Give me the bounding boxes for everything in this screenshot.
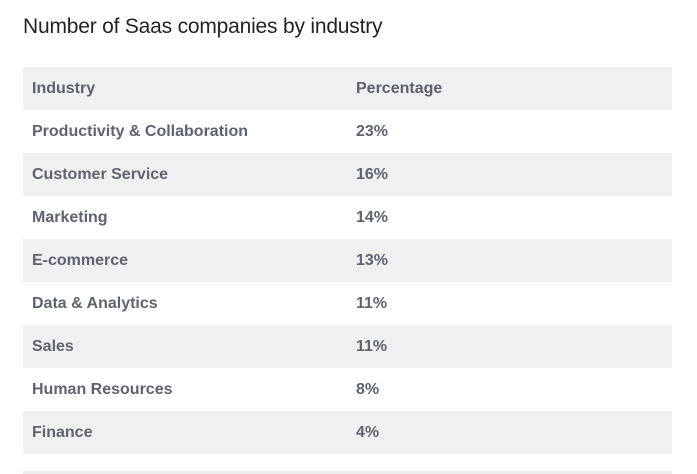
percentage-cell: 4% (356, 423, 380, 441)
table-row: Data & Analytics 11% (23, 282, 672, 325)
industry-cell: Sales (32, 337, 74, 355)
table-header-row: Industry Percentage (23, 67, 672, 110)
industry-cell: Marketing (32, 208, 108, 226)
industry-cell: Customer Service (32, 165, 169, 183)
table-row: Marketing 14% (23, 196, 672, 239)
percentage-cell: 11% (356, 294, 388, 312)
industry-cell: Human Resources (32, 380, 173, 398)
industry-cell: E-commerce (32, 251, 129, 269)
table-row: Productivity & Collaboration 23% (23, 110, 672, 153)
column-header-percentage: Percentage (356, 79, 443, 97)
table-bottom-divider (23, 471, 672, 474)
column-header-industry: Industry (32, 79, 96, 97)
percentage-cell: 23% (356, 122, 389, 140)
percentage-cell: 8% (356, 380, 380, 398)
table-row: Sales 11% (23, 325, 672, 368)
table-row: Customer Service 16% (23, 153, 672, 196)
industry-cell: Data & Analytics (32, 294, 158, 312)
industry-cell: Finance (32, 423, 93, 441)
industry-table: Industry Percentage Productivity & Colla… (23, 67, 672, 454)
percentage-cell: 14% (356, 208, 389, 226)
table-row: Finance 4% (23, 411, 672, 454)
percentage-cell: 13% (356, 251, 389, 269)
table-row: Human Resources 8% (23, 368, 672, 411)
percentage-cell: 16% (356, 165, 389, 183)
percentage-cell: 11% (356, 337, 388, 355)
industry-cell: Productivity & Collaboration (32, 122, 249, 140)
table-row: E-commerce 13% (23, 239, 672, 282)
page-title: Number of Saas companies by industry (23, 15, 383, 38)
